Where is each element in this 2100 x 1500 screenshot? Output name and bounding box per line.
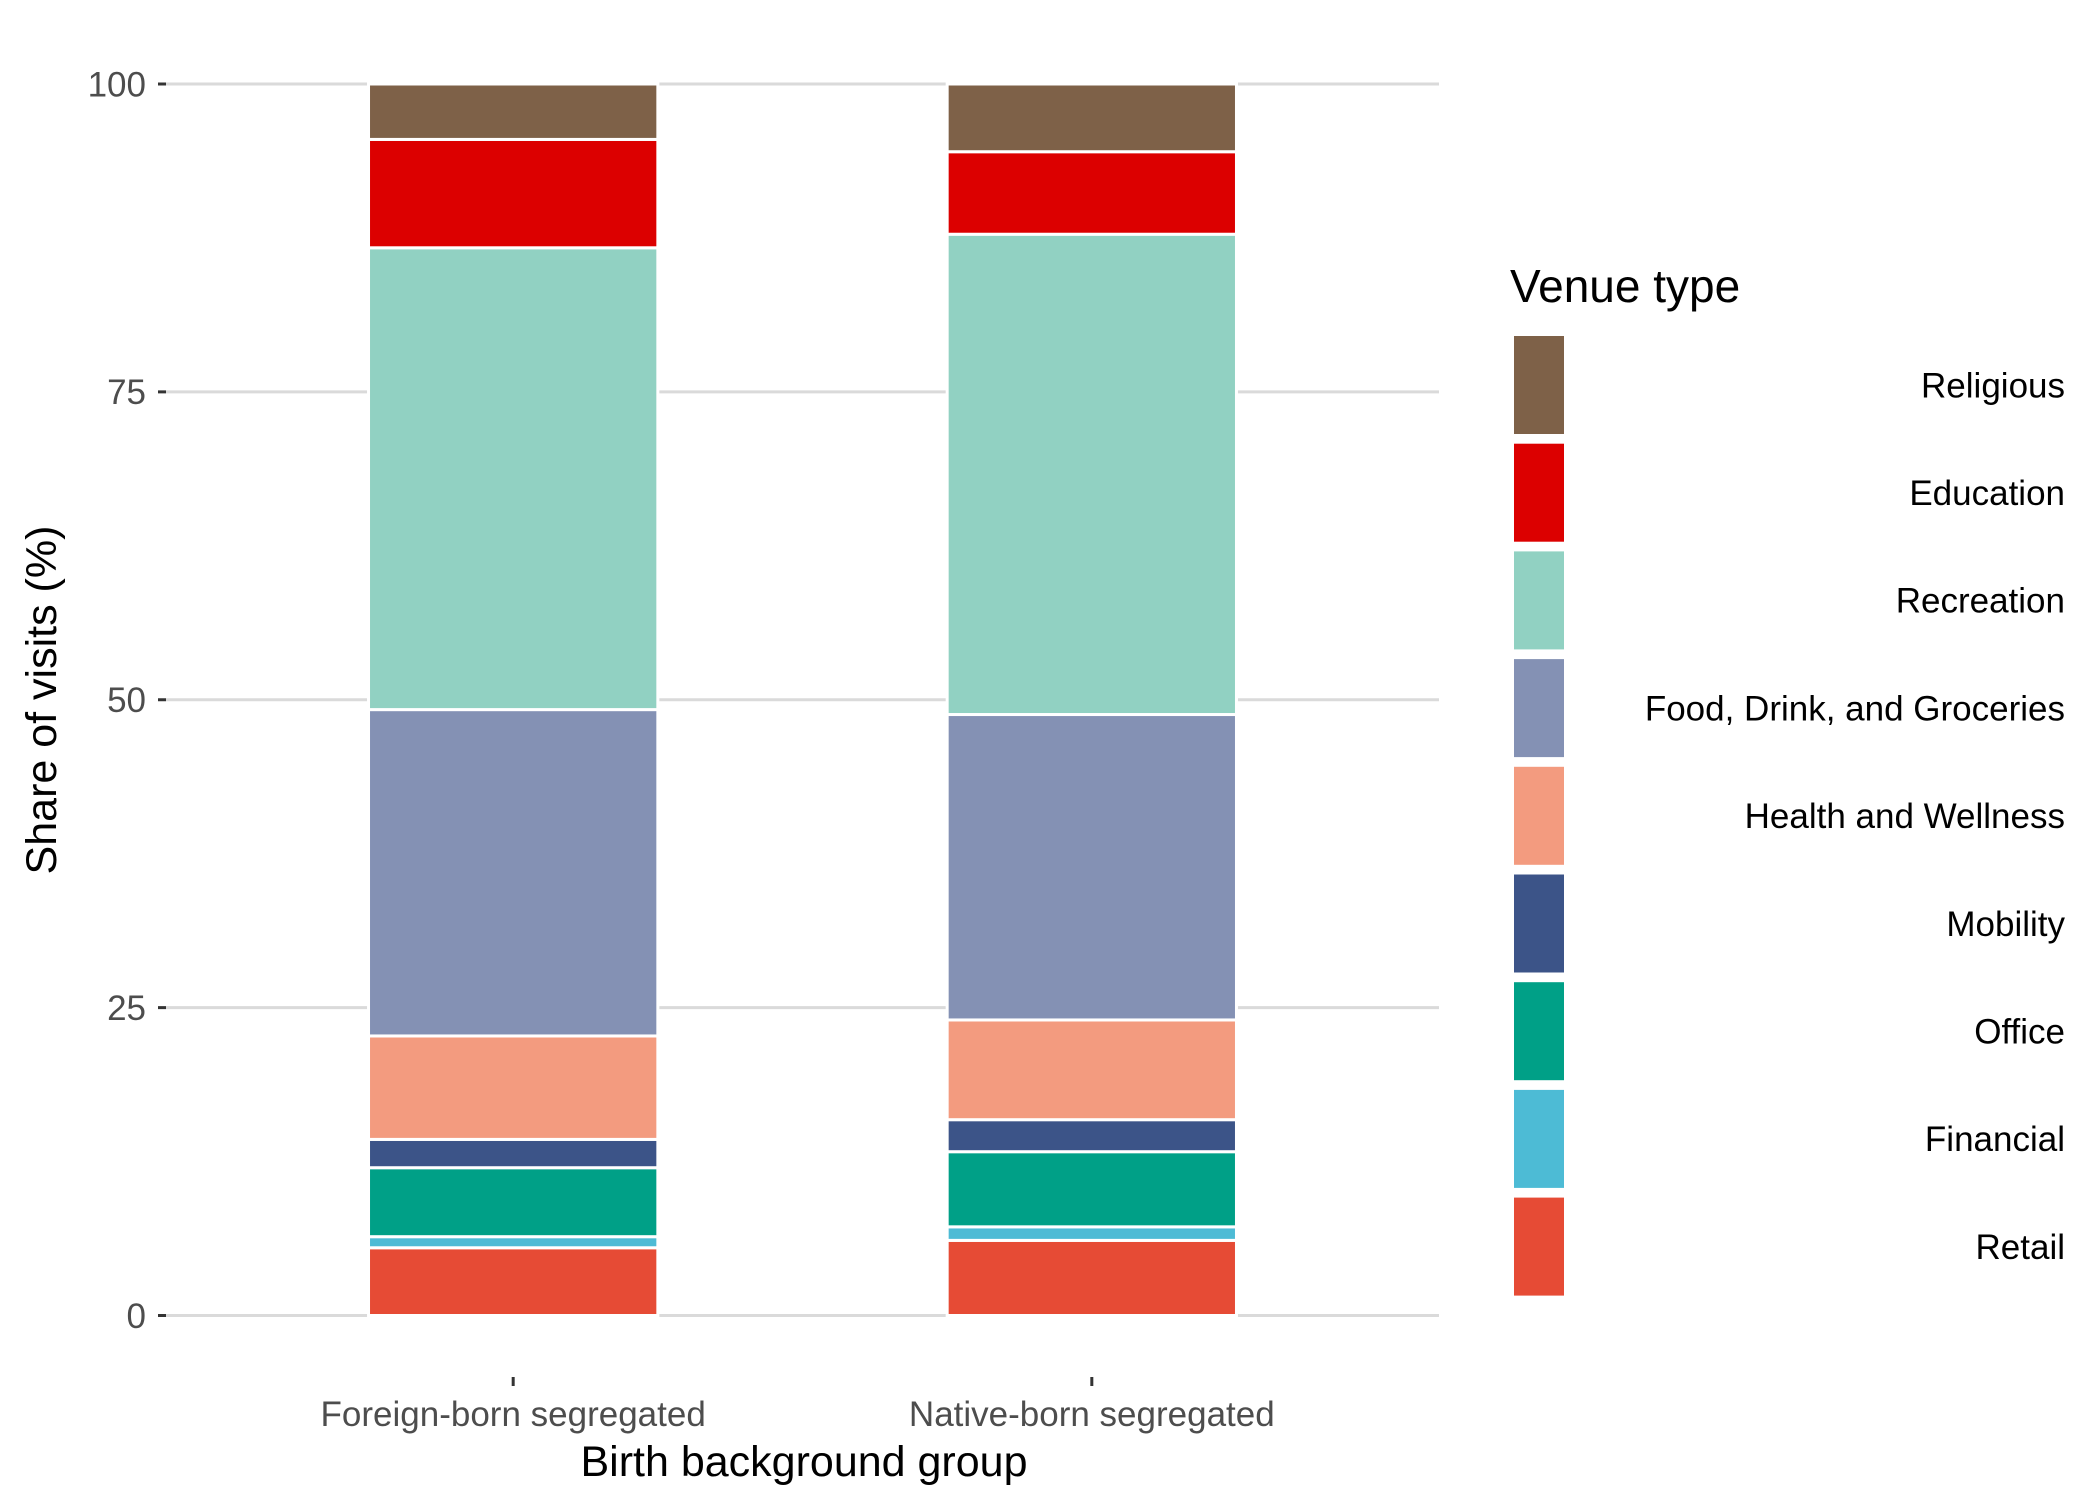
bar-segment-native-born-segregated-office xyxy=(945,1150,1238,1229)
bar-segment-foreign-born-segregated-retail xyxy=(367,1246,660,1317)
legend-item-office: Office xyxy=(1514,982,2065,1081)
legend-key-mobility xyxy=(1514,874,1564,973)
legend-key-recreation xyxy=(1514,551,1564,650)
y-tick-label-50: 50 xyxy=(107,681,146,720)
legend-key-religious xyxy=(1514,336,1564,434)
gridlines xyxy=(166,82,1439,1317)
legend-item-retail: Retail xyxy=(1514,1197,2065,1296)
bar-segment-foreign-born-segregated-religious xyxy=(367,82,660,141)
legend-title: Venue type xyxy=(1510,260,1740,312)
bar-segment-native-born-segregated-religious xyxy=(945,82,1238,154)
legend-key-office xyxy=(1514,982,1564,1081)
bar-segment-foreign-born-segregated-health-and-wellness xyxy=(367,1034,660,1141)
bar-segment-foreign-born-segregated-mobility xyxy=(367,1137,660,1170)
bar-segment-native-born-segregated-health-and-wellness xyxy=(945,1018,1238,1122)
y-tick-label-25: 25 xyxy=(107,989,146,1028)
x-axis-title: Birth background group xyxy=(580,1438,1027,1486)
y-tick-label-0: 0 xyxy=(127,1297,146,1336)
legend-item-food-drink-and-groceries: Food, Drink, and Groceries xyxy=(1514,659,2065,758)
legend-label-education: Education xyxy=(1909,474,2065,513)
bar-segment-foreign-born-segregated-office xyxy=(367,1166,660,1239)
x-tick-label-native-born-segregated: Native-born segregated xyxy=(909,1395,1275,1434)
legend-key-financial xyxy=(1514,1089,1564,1188)
legend-label-retail: Retail xyxy=(1976,1228,2065,1267)
legend: Venue type Religious Education Recreation F… xyxy=(1510,260,2065,1296)
y-axis-title: Share of visits (%) xyxy=(18,526,66,875)
y-tick-label-100: 100 xyxy=(88,65,146,104)
legend-item-recreation: Recreation xyxy=(1514,551,2065,650)
legend-label-financial: Financial xyxy=(1925,1120,2065,1159)
legend-key-education xyxy=(1514,443,1564,542)
legend-item-health-and-wellness: Health and Wellness xyxy=(1514,766,2065,865)
legend-label-mobility: Mobility xyxy=(1946,905,2065,944)
legend-label-religious: Religious xyxy=(1921,366,2065,405)
bar-segment-native-born-segregated-mobility xyxy=(945,1118,1238,1154)
legend-item-education: Education xyxy=(1514,443,2065,542)
bar-segment-native-born-segregated-food-drink-and-groceries xyxy=(945,713,1238,1022)
x-tick-label-foreign-born-segregated: Foreign-born segregated xyxy=(321,1395,706,1434)
bar-segment-foreign-born-segregated-education xyxy=(367,137,660,250)
legend-key-retail xyxy=(1514,1197,1564,1296)
legend-key-food-drink-and-groceries xyxy=(1514,659,1564,758)
bar-segment-native-born-segregated-recreation xyxy=(945,232,1238,717)
legend-label-health-and-wellness: Health and Wellness xyxy=(1745,797,2065,836)
legend-key-health-and-wellness xyxy=(1514,766,1564,865)
bars xyxy=(367,82,1238,1318)
legend-label-office: Office xyxy=(1974,1012,2065,1051)
legend-item-mobility: Mobility xyxy=(1514,874,2065,973)
bar-segment-native-born-segregated-financial xyxy=(945,1225,1238,1242)
bar-segment-native-born-segregated-education xyxy=(945,150,1238,236)
bar-segment-foreign-born-segregated-financial xyxy=(367,1235,660,1250)
legend-label-food-drink-and-groceries: Food, Drink, and Groceries xyxy=(1645,689,2065,728)
legend-item-religious: Religious xyxy=(1514,336,2065,434)
bar-segment-native-born-segregated-retail xyxy=(945,1238,1238,1318)
legend-item-financial: Financial xyxy=(1514,1089,2065,1188)
y-tick-label-75: 75 xyxy=(107,373,146,412)
axes: 0 25 50 75 100 Foreign-born segregated Native-… xyxy=(88,65,1275,1434)
legend-label-recreation: Recreation xyxy=(1896,582,2065,621)
bar-segment-foreign-born-segregated-recreation xyxy=(367,246,660,712)
bar-segment-foreign-born-segregated-food-drink-and-groceries xyxy=(367,708,660,1038)
